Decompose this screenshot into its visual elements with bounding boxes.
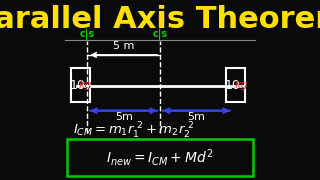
Bar (67, 139, 253, 176)
Text: 10: 10 (225, 78, 241, 92)
Text: c|s: c|s (80, 29, 95, 40)
Text: Parallel Axis Theorem: Parallel Axis Theorem (0, 5, 320, 34)
Text: c|s: c|s (152, 29, 168, 40)
Text: 5m: 5m (115, 112, 132, 122)
Text: $I_{CM} = m_1r_1^{\ 2} + m_2r_2^{\ 2}$: $I_{CM} = m_1r_1^{\ 2} + m_2r_2^{\ 2}$ (73, 120, 194, 141)
Text: 5 m: 5 m (113, 41, 134, 51)
Text: 5m: 5m (188, 112, 205, 122)
Bar (226, 68, 245, 102)
Text: 10: 10 (70, 78, 85, 92)
Bar (71, 68, 90, 102)
Text: $I_{new} = I_{CM} + Md^2$: $I_{new} = I_{CM} + Md^2$ (106, 147, 214, 168)
Text: kg: kg (79, 80, 93, 90)
Text: kg: kg (234, 80, 248, 90)
